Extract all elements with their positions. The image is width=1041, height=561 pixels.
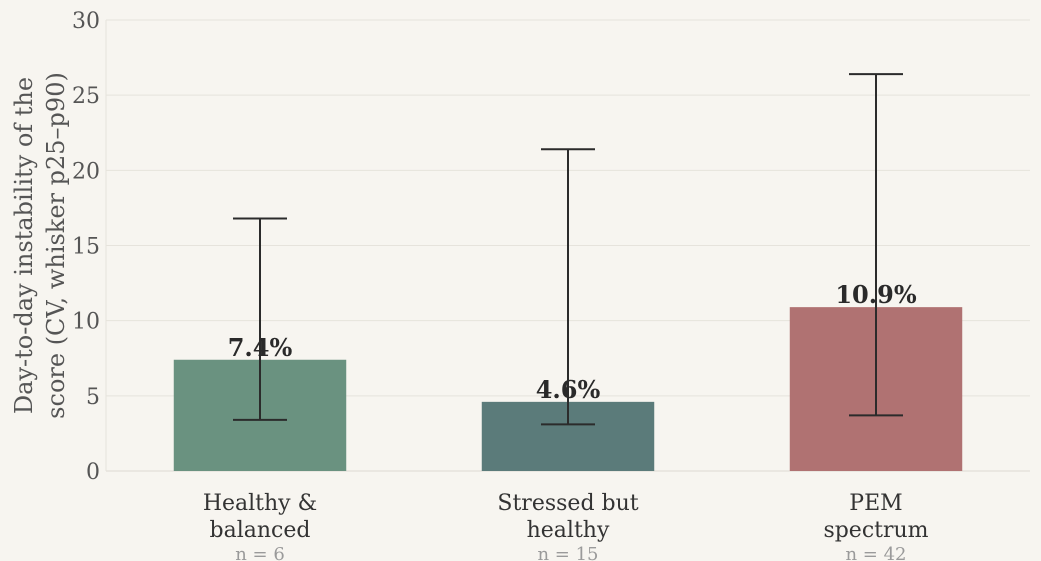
n-count-label: n = 42 bbox=[845, 544, 906, 561]
y-tick-label: 25 bbox=[72, 84, 100, 109]
y-axis-title: Day-to-day instability of the score (CV, … bbox=[10, 72, 70, 419]
value-label: 7.4% bbox=[228, 333, 293, 362]
n-count-label: n = 6 bbox=[235, 544, 285, 561]
value-labels: 7.4% 4.6% 10.9% bbox=[228, 280, 917, 404]
y-tick-label: 0 bbox=[86, 460, 100, 485]
y-axis-ticks: 0 5 10 15 20 25 30 bbox=[72, 9, 100, 485]
x-tick-label: PEM bbox=[849, 491, 902, 516]
y-tick-label: 20 bbox=[72, 159, 100, 184]
x-tick-label: healthy bbox=[527, 518, 610, 543]
y-tick-label: 10 bbox=[72, 310, 100, 335]
x-tick-label: Healthy & bbox=[203, 491, 317, 516]
y-axis-title-line: score (CV, whisker p25–p90) bbox=[42, 72, 70, 419]
x-tick-label: Stressed but bbox=[497, 491, 638, 516]
value-label: 10.9% bbox=[835, 280, 916, 309]
x-tick-label: balanced bbox=[210, 518, 311, 543]
whiskers bbox=[233, 73, 903, 426]
x-tick-label: spectrum bbox=[823, 518, 928, 543]
y-tick-label: 15 bbox=[72, 235, 100, 260]
n-count-label: n = 15 bbox=[537, 544, 598, 561]
value-label: 4.6% bbox=[536, 375, 601, 404]
y-tick-label: 30 bbox=[72, 9, 100, 34]
y-axis-title-line: Day-to-day instability of the bbox=[10, 77, 38, 414]
bars bbox=[173, 307, 963, 471]
y-tick-label: 5 bbox=[86, 385, 100, 410]
